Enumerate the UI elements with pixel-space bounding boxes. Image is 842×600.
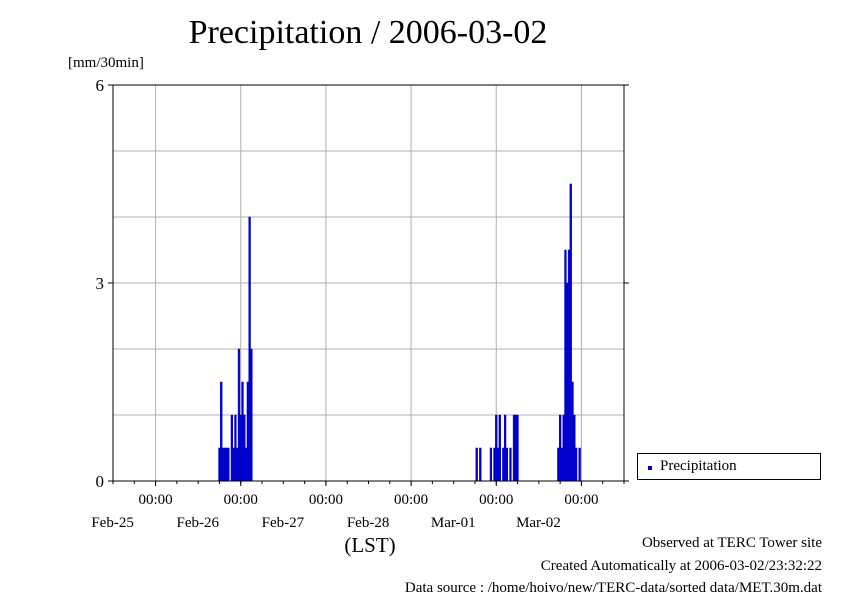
precipitation-bar <box>489 447 493 482</box>
precipitation-bar <box>221 447 225 482</box>
precipitation-bar <box>573 414 576 482</box>
precipitation-bar <box>562 414 565 482</box>
plot-frame <box>112 84 625 482</box>
precipitation-bar <box>569 183 572 482</box>
precipitation-bar <box>244 447 248 482</box>
y-tick-label: 6 <box>96 76 105 95</box>
precipitation-bar <box>248 216 251 482</box>
legend: Precipitation <box>637 453 821 480</box>
precipitation-bar <box>243 414 246 482</box>
precipitation-bar <box>227 447 230 482</box>
precipitation-bar <box>475 447 478 482</box>
precipitation-bar <box>566 282 569 482</box>
x-tick-time-label: 00:00 <box>394 492 428 508</box>
x-tick-time-label: 00:00 <box>138 492 172 508</box>
x-tick-date-label: Feb-28 <box>347 515 390 531</box>
y-tick-label: 0 <box>96 472 105 491</box>
precipitation-bar <box>560 447 564 482</box>
precipitation-bar <box>225 447 228 482</box>
precipitation-bar <box>571 381 574 482</box>
precipitation-bar <box>558 414 562 482</box>
precipitation-bar <box>498 414 501 482</box>
legend-swatch <box>648 466 652 470</box>
precipitation-bar <box>237 348 241 482</box>
x-tick-date-label: Mar-02 <box>516 515 561 531</box>
precipitation-bar <box>578 447 581 482</box>
precipitation-bar <box>239 414 242 482</box>
precipitation-bar <box>241 381 244 482</box>
precipitation-bar <box>567 249 571 482</box>
precipitation-bar <box>232 447 235 482</box>
x-axis-label: (LST) <box>344 533 395 557</box>
precipitation-bar <box>509 447 512 482</box>
precipitation-bar <box>514 414 517 482</box>
precipitation-bar <box>223 447 226 482</box>
x-tick-date-label: Feb-25 <box>91 515 134 531</box>
footer-source: Data source : /home/hoivo/new/TERC-data/… <box>404 580 822 596</box>
precipitation-bar <box>220 381 223 482</box>
precipitation-bar <box>246 381 249 482</box>
precipitation-bar <box>516 414 519 482</box>
precipitation-bar <box>574 447 578 482</box>
x-tick-time-label: 00:00 <box>564 492 598 508</box>
precipitation-bar <box>503 414 507 482</box>
x-tick-time-label: 00:00 <box>309 492 343 508</box>
footer-observed: Observed at TERC Tower site <box>641 535 822 551</box>
x-tick-time-label: 00:00 <box>479 492 513 508</box>
x-tick-date-label: Feb-26 <box>177 515 220 531</box>
precipitation-bar <box>557 447 560 482</box>
precipitation-bar <box>493 447 496 482</box>
footer-created: Created Automatically at 2006-03-02/23:3… <box>540 557 822 574</box>
precipitation-bar <box>512 414 516 482</box>
precipitation-bar <box>505 447 509 482</box>
precipitation-bar <box>564 249 567 482</box>
precipitation-bar <box>502 447 505 482</box>
y-axis-label: [mm/30min] <box>68 55 144 71</box>
precipitation-bar <box>496 447 500 482</box>
precipitation-bar <box>230 414 234 482</box>
precipitation-bar <box>479 447 482 482</box>
y-tick-label: 3 <box>96 274 105 293</box>
precipitation-bar <box>495 414 498 482</box>
legend-label: Precipitation <box>660 458 737 474</box>
precipitation-bar <box>218 447 221 482</box>
precipitation-bar <box>250 348 253 482</box>
x-tick-date-label: Feb-27 <box>262 515 305 531</box>
precipitation-bar <box>234 414 237 482</box>
precipitation-bar <box>236 447 239 482</box>
footer: Observed at TERC Tower site Created Auto… <box>405 532 822 600</box>
chart-title: Precipitation / 2006-03-02 <box>188 14 548 51</box>
x-tick-time-label: 00:00 <box>224 492 258 508</box>
x-tick-date-label: Mar-01 <box>431 515 476 531</box>
